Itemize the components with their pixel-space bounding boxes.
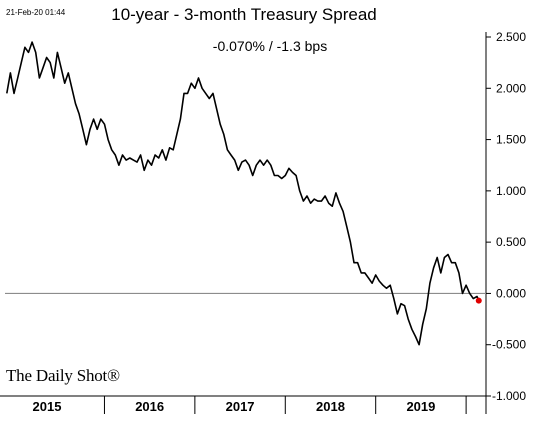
x-tick-label: 2015 xyxy=(33,399,62,414)
x-tick-label: 2017 xyxy=(226,399,255,414)
y-tick-label: 0.000 xyxy=(496,286,526,300)
y-tick-label: -0.500 xyxy=(492,338,526,352)
y-tick-label: 0.500 xyxy=(496,235,526,249)
y-tick-label: 1.500 xyxy=(496,133,526,147)
x-tick-label: 2016 xyxy=(135,399,164,414)
timestamp: 21-Feb-20 01:44 xyxy=(6,8,66,17)
y-tick-label: 1.000 xyxy=(496,184,526,198)
last-value-marker xyxy=(475,297,482,304)
x-tick-label: 2019 xyxy=(406,399,435,414)
y-tick-label: -1.000 xyxy=(492,389,526,403)
chart-title: 10-year - 3-month Treasury Spread xyxy=(111,5,377,24)
series-line xyxy=(6,41,480,346)
brand-logo: The Daily Shot® xyxy=(6,366,120,385)
y-tick-label: 2.000 xyxy=(496,81,526,95)
chart-subtitle: -0.070% / -1.3 bps xyxy=(212,38,328,54)
y-tick-label: 2.500 xyxy=(496,30,526,44)
x-tick-label: 2018 xyxy=(316,399,345,414)
